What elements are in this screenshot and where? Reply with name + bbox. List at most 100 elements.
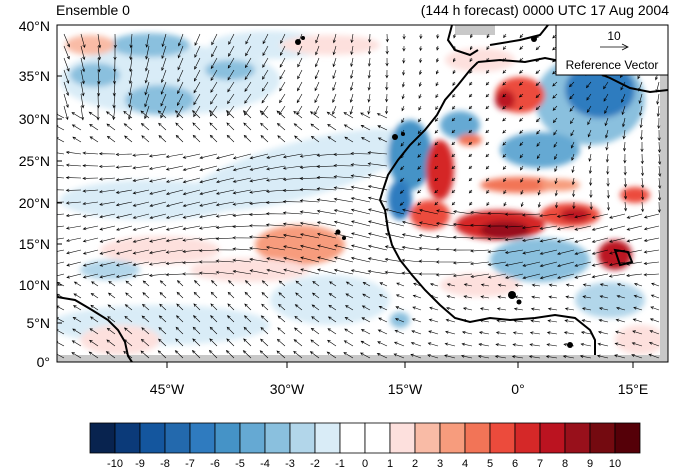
wind-vector-arrow <box>606 189 610 199</box>
wind-vector-arrow <box>242 350 252 359</box>
wind-vector-arrow <box>99 225 116 231</box>
wind-vector-arrow <box>283 256 303 263</box>
wind-vector-arrow <box>623 177 627 188</box>
wind-vector-arrow <box>115 273 133 279</box>
wind-vector-arrow <box>177 69 184 83</box>
wind-vector-arrow <box>232 153 252 160</box>
wind-vector-arrow <box>519 129 524 134</box>
wind-vector-arrow <box>479 307 490 311</box>
wind-vector-arrow <box>311 316 320 323</box>
wind-vector-arrow <box>73 305 82 311</box>
wind-vector-arrow <box>215 213 235 218</box>
wind-vector-arrow <box>332 45 337 56</box>
wind-vector-arrow <box>562 355 575 359</box>
colorbar-label: -7 <box>185 458 195 470</box>
wind-vector-arrow <box>367 269 388 275</box>
wind-vector-arrow <box>115 189 133 194</box>
wind-vector-arrow <box>582 283 592 287</box>
wind-vector-arrow <box>293 339 303 347</box>
wind-vector-arrow <box>193 69 201 82</box>
wind-vector-arrow <box>182 177 201 184</box>
wind-vector-arrow <box>227 81 235 93</box>
wind-vector-arrow <box>326 351 337 359</box>
wind-vector-arrow <box>82 164 99 168</box>
wind-vector-arrow <box>606 201 610 211</box>
wind-vector-arrow <box>65 201 82 205</box>
wind-vector-arrow <box>485 129 490 134</box>
wind-vector-arrow <box>402 33 406 40</box>
wind-vector-arrow <box>411 330 422 335</box>
wind-vector-arrow <box>165 165 184 171</box>
wind-vector-arrow <box>565 295 575 299</box>
wind-vector-arrow <box>149 237 167 243</box>
wind-vector-arrow <box>316 176 337 180</box>
wind-vector-arrow <box>177 81 184 95</box>
wind-vector-arrow <box>182 237 201 242</box>
wind-vector-arrow <box>245 33 252 45</box>
wind-vector-arrow <box>227 57 235 69</box>
wind-vector-arrow <box>591 213 609 219</box>
wind-vector-arrow <box>514 295 524 299</box>
wind-vector-arrow <box>518 81 524 86</box>
wind-vector-arrow <box>244 280 252 287</box>
wind-vector-arrow <box>350 232 371 239</box>
wind-vector-arrow <box>536 129 541 135</box>
wind-vector-arrow <box>327 124 337 131</box>
wind-vector-arrow <box>225 350 235 359</box>
wind-vector-arrow <box>98 177 116 181</box>
wind-vector-arrow <box>215 248 235 252</box>
wind-vector-arrow <box>377 329 388 335</box>
wind-vector-arrow <box>132 153 150 157</box>
colorbar-box <box>489 422 516 454</box>
wind-vector-arrow <box>608 273 626 278</box>
wind-vector-arrow <box>350 33 354 44</box>
wind-vector-arrow <box>360 329 371 335</box>
wind-vector-arrow <box>574 273 592 279</box>
wind-vector-arrow <box>502 105 507 110</box>
wind-vector-arrow <box>99 201 116 206</box>
wind-vector-arrow <box>210 81 218 93</box>
wind-vector-arrow <box>419 33 423 40</box>
wind-vector-arrow <box>367 208 388 215</box>
wind-vector-arrow <box>446 307 456 311</box>
wind-vector-arrow <box>552 117 558 124</box>
wind-vector-arrow <box>417 177 422 182</box>
wind-vector-arrow <box>149 165 167 171</box>
wind-vector-arrow <box>209 326 218 335</box>
wind-vector-arrow <box>276 122 286 131</box>
wind-vector-arrow <box>249 165 269 171</box>
wind-vector-arrow <box>606 177 610 187</box>
wind-vector-arrow <box>539 225 558 230</box>
wind-vector-arrow <box>232 201 252 206</box>
wind-vector-arrow <box>589 189 593 198</box>
wind-vector-arrow <box>384 245 405 251</box>
wind-vector-arrow <box>316 221 337 227</box>
wind-vector-arrow <box>80 45 86 61</box>
colorbar-box <box>239 422 266 454</box>
wind-vector-arrow <box>603 93 609 102</box>
wind-vector-arrow <box>128 81 133 96</box>
wind-vector-arrow <box>640 129 644 141</box>
wind-vector-arrow <box>582 295 592 299</box>
wind-vector-arrow <box>327 136 337 143</box>
wind-vector-arrow <box>316 198 337 203</box>
wind-vector-arrow <box>505 273 524 279</box>
colorbar-label: 5 <box>487 458 493 470</box>
wind-vector-arrow <box>57 213 65 215</box>
wind-vector-arrow <box>293 110 303 119</box>
colorbar-label: -2 <box>310 458 320 470</box>
wind-vector-arrow <box>63 45 70 60</box>
wind-vector-arrow <box>587 117 592 126</box>
wind-vector-arrow <box>192 326 201 335</box>
wind-vector-arrow <box>226 326 235 335</box>
wind-vector-arrow <box>106 339 116 347</box>
wind-vector-arrow <box>65 163 82 167</box>
wind-vector-arrow <box>470 210 490 215</box>
wind-vector-arrow <box>249 224 269 228</box>
wind-vector-arrow <box>266 165 286 171</box>
wind-vector-arrow <box>182 213 201 219</box>
wind-vector-arrow <box>107 304 116 311</box>
wind-vector-arrow <box>310 123 320 131</box>
wind-vector-arrow <box>648 353 660 359</box>
wind-vector-arrow <box>112 93 116 109</box>
